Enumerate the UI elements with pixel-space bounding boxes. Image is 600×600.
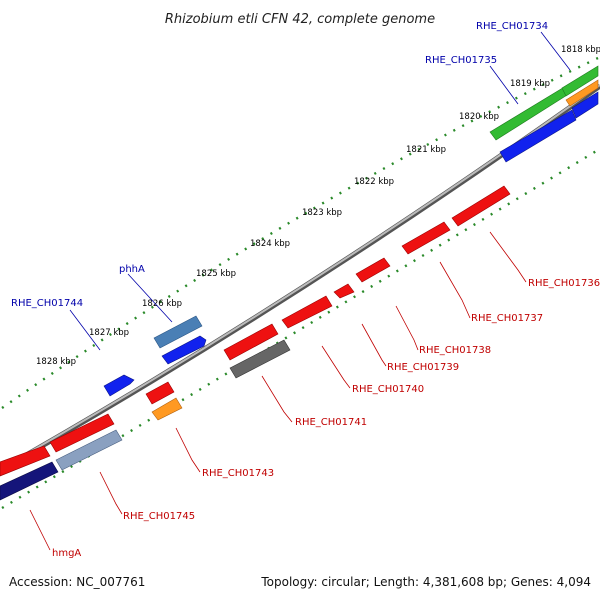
gene-label[interactable]: hmgA — [52, 548, 81, 559]
genome-backbone — [0, 83, 600, 473]
gene-arrow[interactable] — [281, 295, 333, 329]
gene-arrow[interactable] — [451, 185, 511, 227]
gene-arrow[interactable] — [565, 79, 599, 107]
gene-labels: RHE_CH01734 RHE_CH01735 phhA RHE_CH01744… — [11, 21, 600, 559]
gene-arrow[interactable] — [355, 257, 391, 283]
gene-arrow[interactable] — [55, 429, 123, 471]
kbp-tick-label: 1822 kbp — [354, 177, 394, 187]
gene-label[interactable]: phhA — [119, 264, 145, 275]
genes-upper — [103, 65, 599, 397]
gene-arrow[interactable] — [401, 221, 451, 255]
gene-label[interactable]: RHE_CH01738 — [419, 345, 491, 356]
kbp-tick-label: 1823 kbp — [302, 208, 342, 218]
gene-label[interactable]: RHE_CH01744 — [11, 298, 83, 309]
kbp-tick-label: 1824 kbp — [250, 239, 290, 249]
genes-lower — [0, 185, 511, 501]
kbp-tick-label: 1818 kbp — [561, 45, 600, 55]
gene-label[interactable]: RHE_CH01734 — [476, 21, 548, 32]
gene-arrow[interactable] — [161, 335, 207, 365]
gene-label[interactable]: RHE_CH01737 — [471, 313, 543, 324]
gene-arrow[interactable] — [561, 65, 599, 97]
gene-arrow[interactable] — [223, 323, 279, 361]
gene-arrow[interactable] — [0, 445, 51, 477]
gene-arrow[interactable] — [151, 397, 183, 421]
outer-dotted-axis — [1, 56, 599, 409]
leader-lines — [29, 31, 571, 551]
kbp-tick-label: 1821 kbp — [406, 145, 446, 155]
kbp-tick-label: 1819 kbp — [510, 79, 550, 89]
gene-arrow[interactable] — [571, 91, 599, 119]
accession-text: Accession: NC_007761 — [9, 575, 145, 589]
map-title: Rhizobium etli CFN 42, complete genome — [165, 12, 435, 27]
gene-label[interactable]: RHE_CH01735 — [425, 55, 497, 66]
gene-arrow[interactable] — [103, 374, 135, 397]
kbp-tick-label: 1828 kbp — [36, 357, 76, 367]
gene-arrow[interactable] — [0, 461, 59, 501]
gene-label[interactable]: RHE_CH01736 — [528, 278, 600, 289]
kbp-tick-label: 1826 kbp — [142, 299, 182, 309]
gene-label[interactable]: RHE_CH01741 — [295, 417, 367, 428]
genome-summary-text: Topology: circular; Length: 4,381,608 bp… — [260, 575, 591, 589]
gene-label[interactable]: RHE_CH01743 — [202, 468, 274, 479]
gene-arrow[interactable] — [153, 315, 203, 349]
gene-label[interactable]: RHE_CH01739 — [387, 362, 459, 373]
gene-arrow[interactable] — [333, 283, 355, 299]
kbp-tick-label: 1820 kbp — [459, 112, 499, 122]
gene-arrow[interactable] — [229, 339, 291, 379]
kbp-tick-label: 1827 kbp — [89, 328, 129, 338]
gene-arrow[interactable] — [499, 109, 577, 163]
gene-arrow[interactable] — [145, 381, 175, 405]
kbp-tick-label: 1825 kbp — [196, 269, 236, 279]
gene-label[interactable]: RHE_CH01740 — [352, 384, 424, 395]
gene-label[interactable]: RHE_CH01745 — [123, 511, 195, 522]
kbp-scale: 1818 kbp 1819 kbp 1820 kbp 1821 kbp 1822… — [36, 45, 600, 367]
gene-arrow[interactable] — [49, 413, 115, 453]
